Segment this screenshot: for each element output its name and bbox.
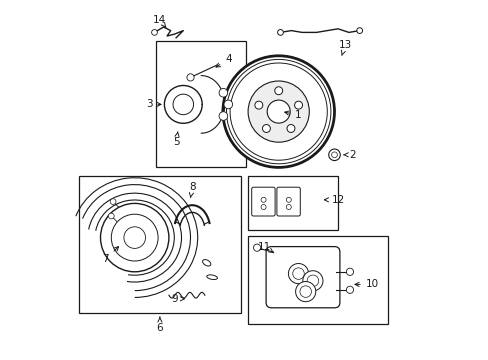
Circle shape (285, 204, 291, 210)
FancyBboxPatch shape (265, 247, 339, 308)
Text: 10: 10 (354, 279, 378, 289)
Circle shape (123, 227, 145, 248)
Ellipse shape (202, 260, 210, 266)
Ellipse shape (206, 275, 217, 279)
Circle shape (261, 204, 265, 210)
Circle shape (219, 89, 227, 97)
Circle shape (219, 112, 227, 120)
Text: 5: 5 (172, 132, 179, 147)
Circle shape (295, 282, 315, 302)
Circle shape (286, 125, 294, 132)
Bar (247, 176, 337, 230)
Circle shape (230, 63, 326, 160)
Circle shape (253, 244, 260, 251)
Circle shape (288, 264, 308, 284)
Circle shape (331, 152, 337, 158)
Text: 12: 12 (324, 195, 344, 205)
Circle shape (262, 125, 270, 132)
Circle shape (346, 286, 353, 293)
Circle shape (299, 286, 311, 297)
Text: 3: 3 (145, 99, 161, 109)
Circle shape (224, 100, 232, 109)
Circle shape (173, 94, 193, 114)
Circle shape (356, 28, 362, 33)
Text: 6: 6 (156, 317, 163, 333)
Bar (156, 41, 246, 167)
Circle shape (186, 74, 194, 81)
Circle shape (226, 59, 330, 164)
Text: 14: 14 (153, 15, 166, 28)
Text: 2: 2 (343, 150, 355, 160)
Circle shape (285, 197, 291, 202)
Circle shape (346, 268, 353, 275)
Circle shape (274, 87, 282, 95)
Text: 1: 1 (284, 110, 301, 120)
Circle shape (247, 81, 309, 142)
Bar (79, 176, 241, 313)
Circle shape (302, 271, 322, 291)
Circle shape (223, 56, 334, 167)
FancyBboxPatch shape (276, 187, 300, 216)
Text: 13: 13 (338, 40, 351, 55)
Circle shape (328, 149, 340, 161)
Text: 9: 9 (171, 294, 184, 304)
Circle shape (261, 197, 265, 202)
Text: 4: 4 (216, 54, 231, 67)
Text: 8: 8 (188, 182, 195, 198)
Circle shape (277, 30, 283, 35)
FancyBboxPatch shape (251, 187, 275, 216)
Text: 11: 11 (257, 242, 273, 253)
Circle shape (306, 275, 318, 287)
Text: 7: 7 (102, 247, 118, 264)
Circle shape (164, 86, 202, 123)
Circle shape (110, 199, 116, 204)
Bar (247, 236, 387, 324)
Circle shape (292, 268, 304, 279)
Circle shape (151, 30, 157, 35)
Circle shape (266, 100, 289, 123)
Circle shape (108, 213, 114, 219)
Circle shape (294, 101, 302, 109)
Circle shape (254, 101, 262, 109)
Circle shape (111, 214, 158, 261)
Circle shape (101, 203, 168, 272)
